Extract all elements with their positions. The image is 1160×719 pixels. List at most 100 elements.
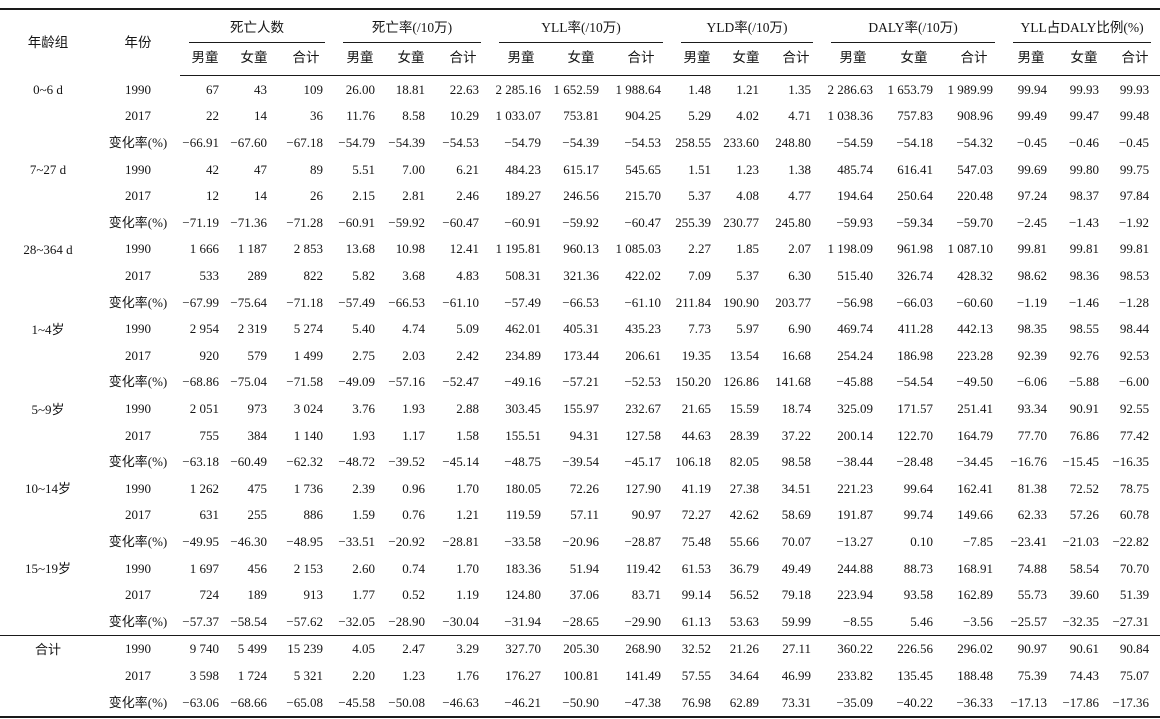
value-cell: −59.93 [836, 214, 874, 230]
row-label-cell: 1990 [125, 560, 151, 576]
row-label-cell: 变化率(%) [108, 135, 168, 151]
header-age-group: 年龄组 [27, 34, 69, 50]
row-label-cell: 变化率(%) [108, 374, 168, 390]
value-cell: 2.15 [352, 188, 375, 204]
value-cell: 435.23 [625, 321, 662, 337]
value-cell: 0.52 [402, 587, 425, 603]
value-cell: −45.14 [442, 454, 479, 470]
value-cell: −61.10 [442, 294, 479, 310]
header-deaths: 死亡人数 [180, 9, 334, 44]
row-label-cell: 变化率(%) [108, 454, 168, 470]
value-cell: 37.22 [781, 427, 812, 443]
value-cell: 93.34 [1017, 401, 1048, 416]
value-cell: 908.96 [957, 108, 994, 124]
value-cell: 246.56 [563, 188, 599, 204]
row-label-cell: 2017 [125, 108, 151, 124]
value-cell: 2.46 [456, 188, 479, 204]
table-row: 2017 533 289 822 5.82 3.68 4.83 508.31 321.36 422… [0, 263, 1160, 290]
value-cell: 9 740 [180, 634, 230, 663]
value-cell: 405.31 [563, 321, 599, 337]
value-cell: −45.88 [836, 374, 874, 390]
value-cell: 1 652.59 [553, 81, 600, 97]
value-cell: −59.70 [956, 214, 994, 230]
value-cell: 89 [310, 161, 323, 177]
value-cell: −57.62 [286, 613, 323, 629]
value-cell: 16.68 [781, 347, 812, 363]
value-cell: −57.16 [388, 374, 425, 390]
value-cell: −1.43 [1068, 214, 1100, 230]
row-label-cell: 2017 [125, 507, 151, 523]
value-cell: −60.47 [442, 214, 479, 230]
subheader-girls: 女童 [230, 43, 278, 77]
header-group-row: 年龄组 年份 死亡人数 死亡率(/10万) YLL率(/10万) YLD率(/1… [0, 9, 1160, 50]
value-cell: 2 319 [237, 321, 267, 337]
value-cell: 72.52 [1069, 480, 1100, 496]
value-cell: 484.23 [505, 161, 541, 177]
value-cell: −28.81 [442, 533, 479, 549]
value-cell: 5.97 [736, 321, 760, 337]
value-cell: 61.13 [681, 613, 712, 629]
value-cell: 961.98 [897, 241, 934, 257]
value-cell: −54.53 [624, 135, 662, 151]
value-cell: 81.38 [1017, 480, 1048, 496]
value-cell: 547.03 [957, 161, 994, 177]
table-row: 7~27 d 1990 42 47 89 5.51 7.00 6.21 484.23 615.17… [0, 156, 1160, 183]
value-cell: 411.28 [897, 321, 934, 337]
row-label-cell: 2017 [125, 268, 151, 284]
value-cell: 753.81 [563, 108, 599, 124]
value-cell: 99.14 [681, 587, 712, 603]
value-cell: −6.00 [1118, 374, 1150, 390]
value-cell: 168.91 [957, 560, 994, 576]
value-cell: 90.61 [1058, 634, 1111, 663]
value-cell: 83.71 [631, 587, 662, 603]
table-row: 变化率(%) −63.18 −60.49 −62.32 −48.72 −39.52 −45.… [0, 449, 1160, 476]
value-cell: 5.37 [688, 188, 712, 204]
value-cell: −52.47 [442, 374, 479, 390]
value-cell: 960.13 [563, 241, 599, 257]
value-cell: 2 853 [293, 241, 323, 257]
value-cell: 41.19 [681, 480, 712, 496]
value-cell: 4.71 [788, 108, 812, 124]
value-cell: 51.94 [569, 560, 599, 576]
value-cell: 456 [247, 560, 268, 576]
value-cell: −50.90 [562, 694, 599, 710]
value-cell: 18.81 [395, 81, 425, 97]
value-cell: −57.21 [562, 374, 599, 390]
value-cell: 5 274 [293, 321, 323, 337]
value-cell: 98.53 [1119, 268, 1150, 284]
value-cell: 61.53 [681, 560, 712, 576]
value-cell: 1.58 [456, 427, 479, 443]
row-label-cell: 1990 [125, 321, 151, 337]
value-cell: 232.67 [625, 401, 662, 416]
value-cell: −46.30 [230, 533, 267, 549]
subheader-total: 合计 [610, 43, 673, 77]
value-cell: 189.27 [505, 188, 541, 204]
value-cell: 194.64 [837, 188, 874, 204]
value-cell: −75.04 [230, 374, 267, 390]
value-cell: −60.60 [956, 294, 994, 310]
value-cell: 296.02 [944, 634, 1005, 663]
value-cell: −28.48 [896, 454, 934, 470]
value-cell: 360.22 [822, 634, 885, 663]
value-cell: 1.93 [402, 401, 425, 416]
value-cell: 106.18 [675, 454, 712, 470]
value-cell: 822 [303, 268, 324, 284]
value-cell: 55.73 [1017, 587, 1048, 603]
value-cell: 5 499 [230, 634, 278, 663]
value-cell: 1.48 [688, 81, 712, 97]
value-cell: −22.82 [1112, 533, 1150, 549]
value-cell: 886 [303, 507, 324, 523]
value-cell: 2.20 [352, 667, 375, 683]
value-cell: −57.49 [338, 294, 375, 310]
value-cell: 99.94 [1017, 81, 1048, 97]
value-cell: 579 [247, 347, 268, 363]
table-row: 2017 22 14 36 11.76 8.58 10.29 1 033.07 753.81 90… [0, 103, 1160, 130]
value-cell: −17.36 [1112, 694, 1150, 710]
value-cell: −29.90 [624, 613, 662, 629]
value-cell: 12 [206, 188, 219, 204]
value-cell: 57.55 [681, 667, 712, 683]
value-cell: 1.19 [456, 587, 479, 603]
value-cell: 99.81 [1119, 241, 1150, 257]
value-cell: 90.91 [1069, 401, 1100, 416]
value-cell: 5.82 [352, 268, 375, 284]
